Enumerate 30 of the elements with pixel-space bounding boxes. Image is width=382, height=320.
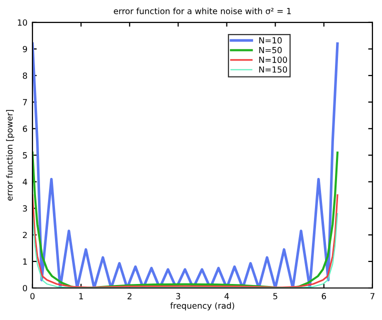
legend-label: N=50 xyxy=(259,46,282,54)
line-series xyxy=(32,213,338,288)
x-tick-label: 7 xyxy=(370,293,374,300)
y-tick-label: 2 xyxy=(22,232,27,238)
x-tick-label: 3 xyxy=(176,293,180,300)
x-tick-label: 6 xyxy=(322,293,326,300)
x-tick-label: 1 xyxy=(79,293,83,300)
y-tick-label: 10 xyxy=(18,19,28,26)
y-tick-label: 9 xyxy=(22,46,28,52)
legend-label: N=150 xyxy=(259,66,288,73)
y-tick-label: 1 xyxy=(23,258,27,265)
y-tick-label: 0 xyxy=(22,284,28,292)
y-tick-label: 8 xyxy=(22,72,28,79)
x-tick-label: 0 xyxy=(30,293,35,300)
legend-label: N=10 xyxy=(259,37,282,44)
y-tick-label: 5 xyxy=(22,152,27,158)
legend-label: N=100 xyxy=(259,56,288,63)
chart-title: error function for a white noise with σ² = 1 xyxy=(114,8,291,14)
y-tick-label: 4 xyxy=(22,178,28,185)
line-series xyxy=(32,152,339,288)
x-tick-label: 2 xyxy=(128,293,132,300)
x-tick-label: 5 xyxy=(273,293,278,300)
x-axis-title: frequency (rad) xyxy=(170,302,234,310)
x-tick-label: 4 xyxy=(224,293,229,300)
line-series xyxy=(32,194,338,288)
y-tick-label: 3 xyxy=(22,205,27,212)
y-axis-title: error function [power] xyxy=(6,110,14,201)
y-tick-label: 7 xyxy=(22,99,27,106)
line-series xyxy=(32,42,339,288)
y-tick-label: 6 xyxy=(22,126,28,132)
